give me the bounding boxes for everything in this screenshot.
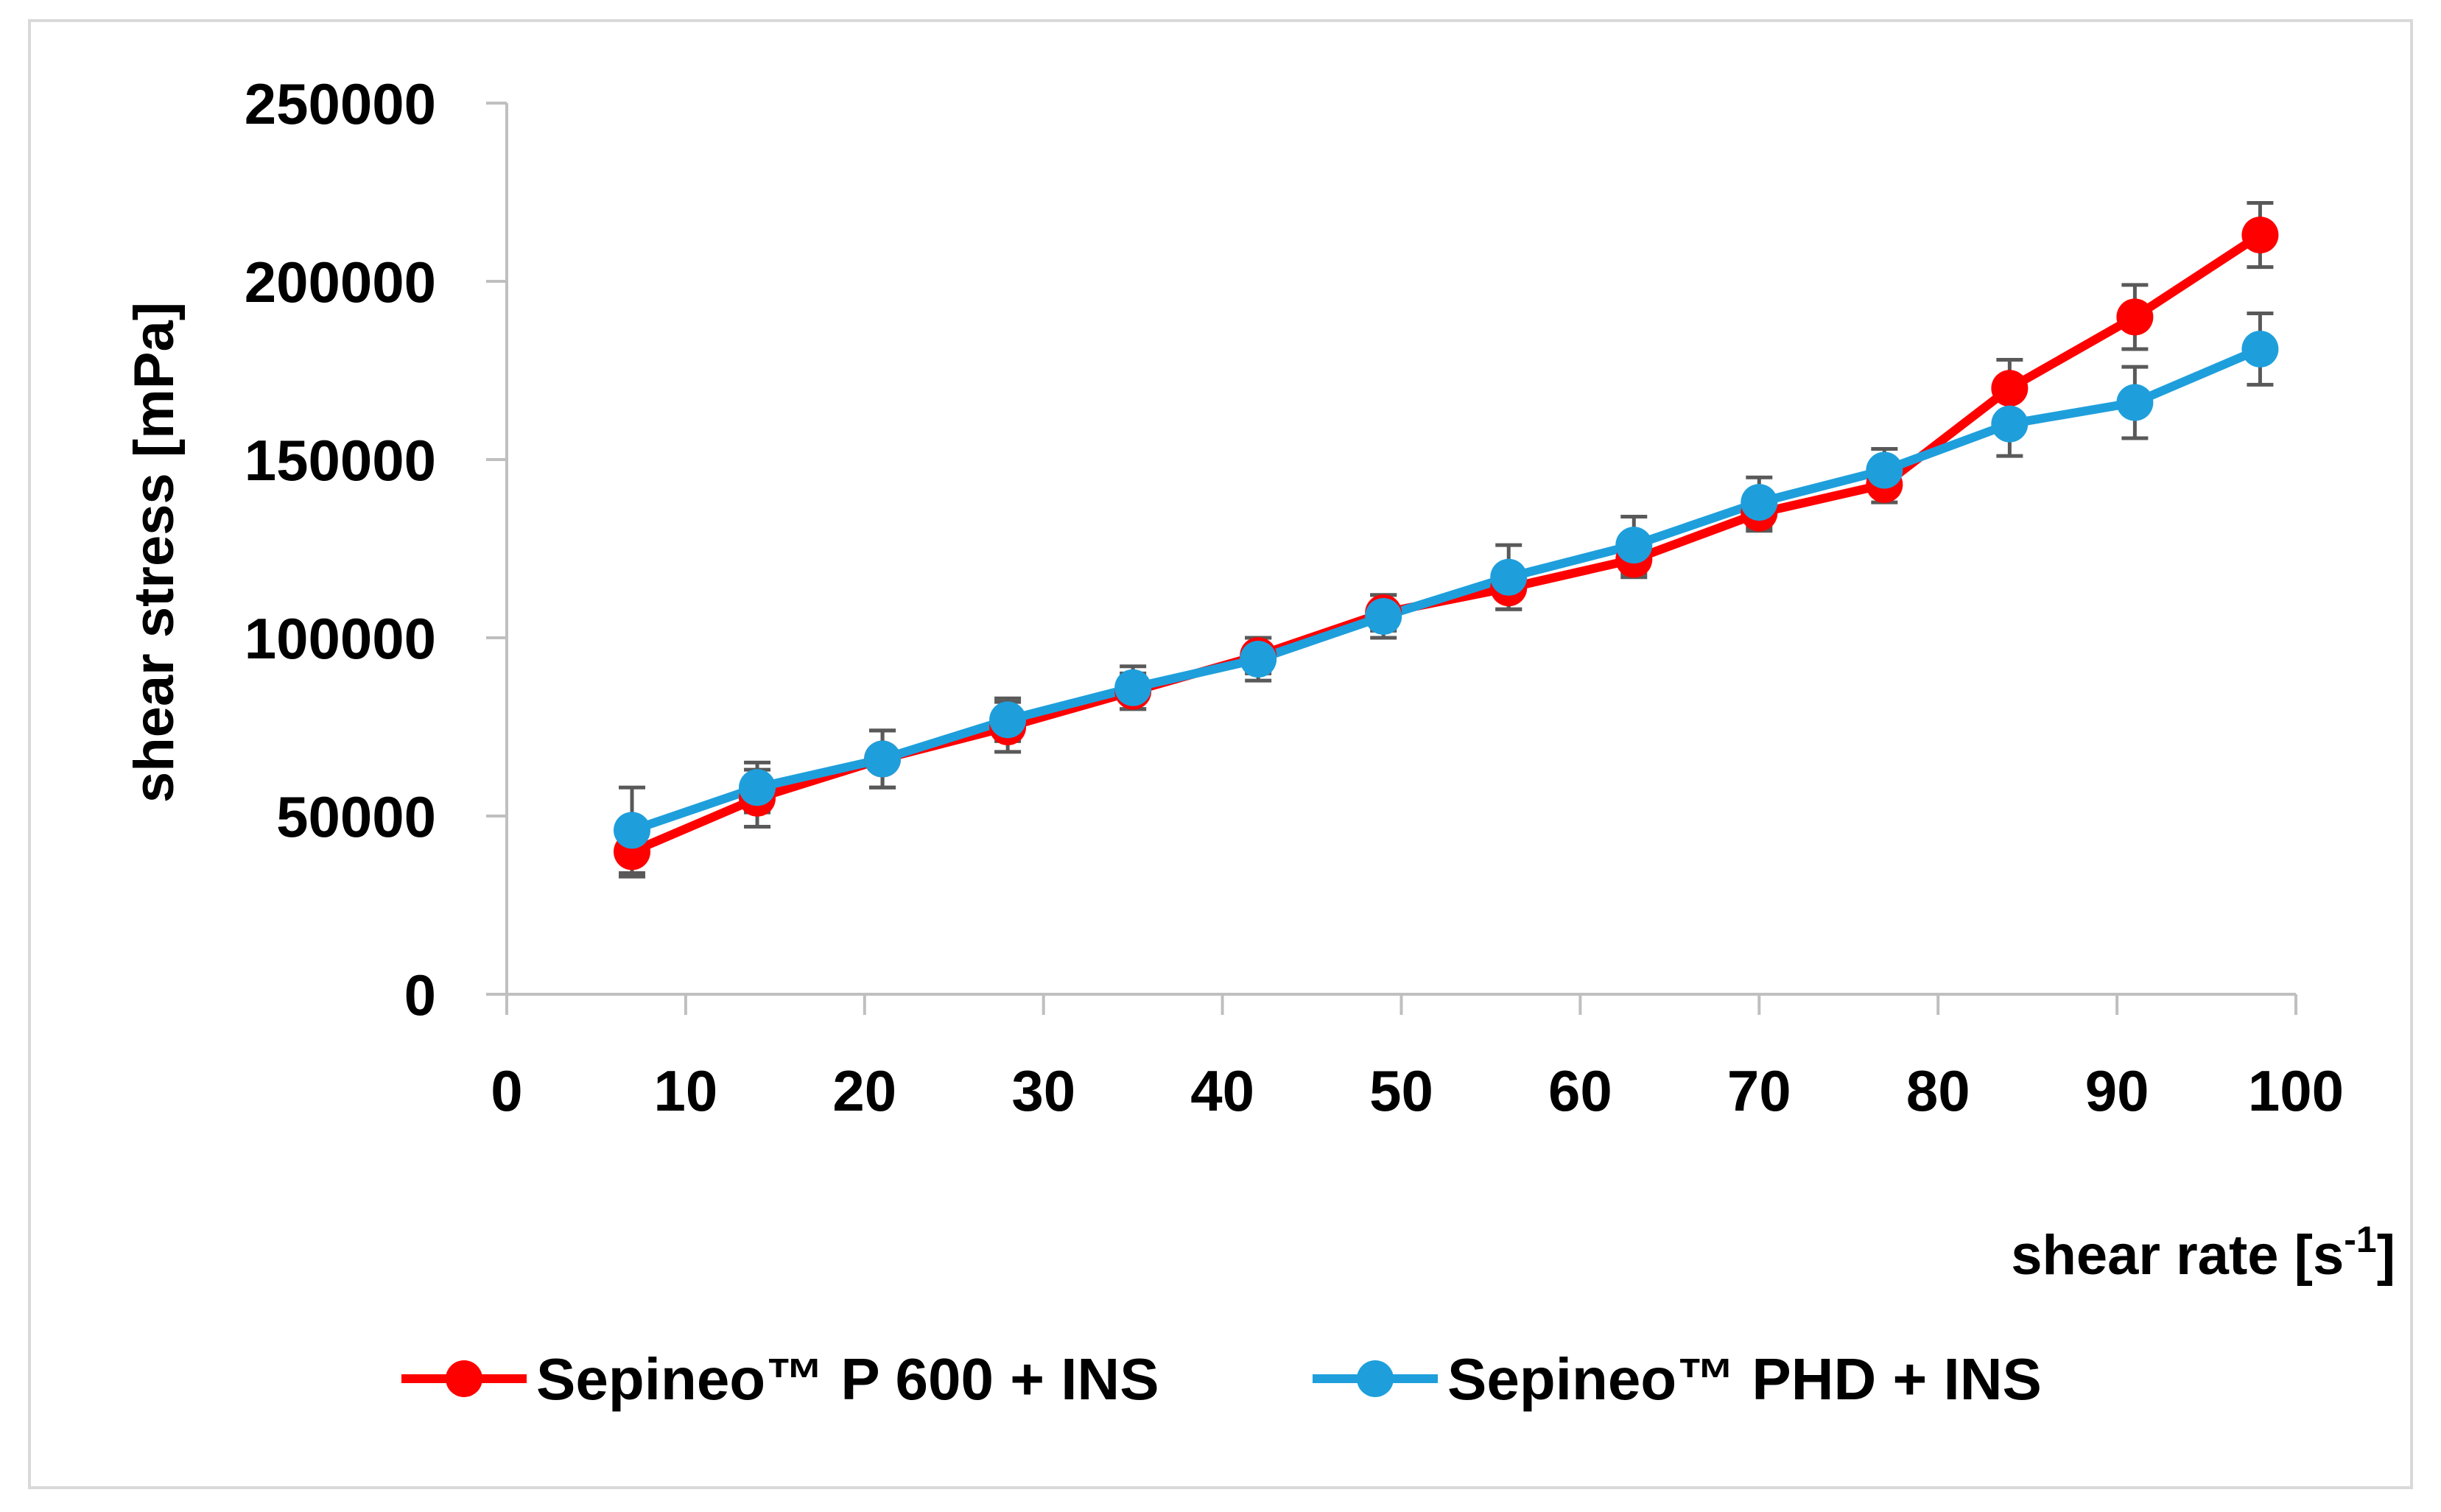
legend-label-p600: Sepineo™ P 600 + INS xyxy=(536,1346,1159,1412)
x-tick-label: 60 xyxy=(1548,1058,1612,1123)
data-point-p600 xyxy=(2241,217,2279,254)
y-tick-label: 150000 xyxy=(245,428,436,493)
series-line-phd xyxy=(631,345,2262,835)
x-tick-label: 0 xyxy=(491,1058,522,1123)
x-axis-title: shear rate [s-1] xyxy=(2011,1219,2395,1287)
data-point-phd xyxy=(989,701,1027,739)
legend-label-phd: Sepineo™ PHD + INS xyxy=(1447,1346,2042,1412)
y-tick-label: 250000 xyxy=(245,71,436,136)
y-tick-labels: 0 50000 100000 150000 200000 250000 xyxy=(245,71,436,1027)
data-point-phd xyxy=(1741,484,1778,521)
x-tick-label: 30 xyxy=(1011,1058,1075,1123)
legend: Sepineo™ P 600 + INS Sepineo™ PHD + INS xyxy=(401,1346,2042,1412)
data-point-phd xyxy=(1114,669,1152,706)
data-point-phd xyxy=(864,740,902,778)
data-point-phd xyxy=(1991,405,2029,443)
x-axis-title-suffix: ] xyxy=(2377,1224,2395,1287)
legend-item-phd: Sepineo™ PHD + INS xyxy=(1313,1346,2042,1412)
legend-item-p600: Sepineo™ P 600 + INS xyxy=(401,1346,1159,1412)
data-point-phd xyxy=(1615,527,1653,564)
x-tick-label: 90 xyxy=(2085,1058,2149,1123)
data-point-phd xyxy=(1240,641,1277,678)
x-tick-label: 50 xyxy=(1369,1058,1433,1123)
axes xyxy=(486,102,2297,1015)
x-tick-labels: 0 10 20 30 40 50 60 70 80 90 100 xyxy=(491,1058,2344,1123)
y-tick-label: 50000 xyxy=(276,784,436,849)
data-point-phd xyxy=(1490,558,1528,596)
data-point-phd xyxy=(1365,597,1402,635)
x-tick-label: 20 xyxy=(832,1058,896,1123)
y-tick-label: 0 xyxy=(404,963,436,1027)
legend-marker-p600 xyxy=(446,1360,482,1397)
data-point-p600 xyxy=(1991,370,2029,407)
data-point-phd xyxy=(2241,330,2279,368)
x-tick-label: 100 xyxy=(2248,1058,2344,1123)
x-axis-title-main: shear rate [s xyxy=(2011,1224,2344,1287)
x-tick-label: 80 xyxy=(1906,1058,1970,1123)
x-tick-label: 70 xyxy=(1727,1058,1791,1123)
data-point-p600 xyxy=(2116,298,2154,336)
y-axis-title: shear stress [mPa] xyxy=(123,302,186,803)
data-point-phd xyxy=(614,812,651,849)
data-point-phd xyxy=(739,769,776,806)
x-axis-title-superscript: -1 xyxy=(2344,1219,2376,1260)
series-lines xyxy=(630,231,2263,856)
data-point-phd xyxy=(1866,451,1903,489)
y-tick-label: 200000 xyxy=(245,250,436,314)
data-point-phd xyxy=(2116,384,2154,421)
chart-frame xyxy=(28,19,2413,1489)
legend-marker-phd xyxy=(1357,1360,1394,1397)
y-tick-label: 100000 xyxy=(245,606,436,671)
x-tick-label: 40 xyxy=(1190,1058,1254,1123)
x-tick-label: 10 xyxy=(654,1058,718,1123)
data-markers xyxy=(614,217,2279,871)
